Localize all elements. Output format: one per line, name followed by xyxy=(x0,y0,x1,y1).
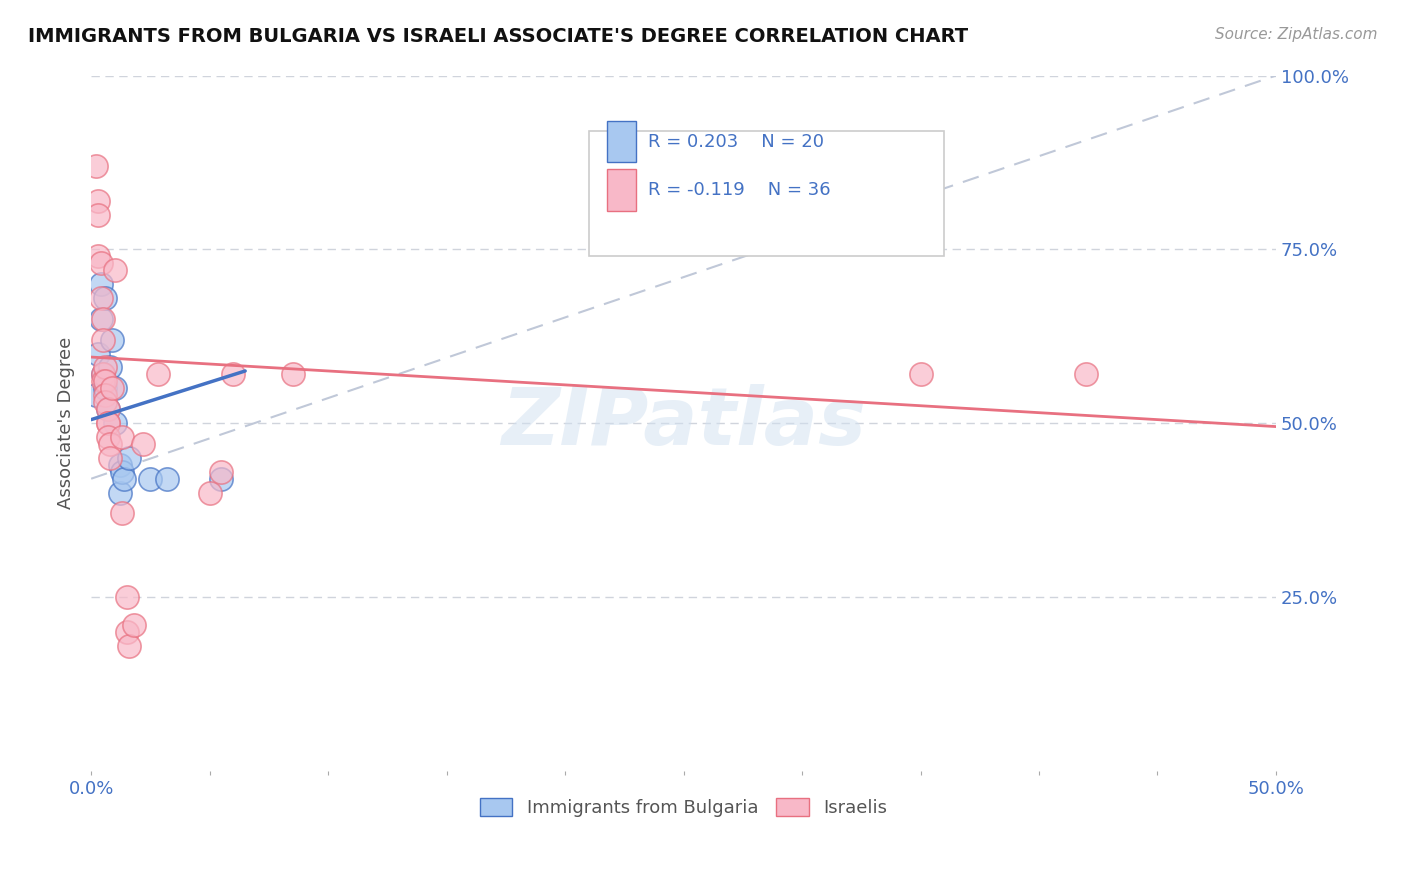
Text: R = 0.203    N = 20: R = 0.203 N = 20 xyxy=(648,133,824,151)
Point xyxy=(84,159,107,173)
Point xyxy=(111,507,134,521)
Point xyxy=(198,485,221,500)
FancyBboxPatch shape xyxy=(606,169,636,211)
Point xyxy=(94,360,117,375)
Point xyxy=(91,368,114,382)
Point xyxy=(112,472,135,486)
Text: Source: ZipAtlas.com: Source: ZipAtlas.com xyxy=(1215,27,1378,42)
Point xyxy=(87,249,110,263)
Point xyxy=(108,458,131,472)
Point xyxy=(98,450,121,465)
Point xyxy=(94,388,117,402)
Point xyxy=(91,311,114,326)
Point xyxy=(111,465,134,479)
Point xyxy=(104,263,127,277)
Point xyxy=(91,375,114,389)
Text: ZIPatlas: ZIPatlas xyxy=(501,384,866,462)
Point xyxy=(97,430,120,444)
Point xyxy=(84,388,107,402)
Point xyxy=(281,368,304,382)
Point xyxy=(87,346,110,360)
Point xyxy=(122,617,145,632)
Point xyxy=(91,368,114,382)
Point xyxy=(91,333,114,347)
Point xyxy=(97,402,120,417)
Point xyxy=(118,639,141,653)
Point xyxy=(132,437,155,451)
Point xyxy=(211,472,233,486)
FancyBboxPatch shape xyxy=(606,120,636,162)
Point xyxy=(222,368,245,382)
Point xyxy=(97,416,120,430)
Point xyxy=(156,472,179,486)
Point xyxy=(98,360,121,375)
Point xyxy=(94,375,117,389)
Point xyxy=(115,590,138,604)
Y-axis label: Associate's Degree: Associate's Degree xyxy=(58,337,75,509)
Point xyxy=(111,430,134,444)
Point xyxy=(115,624,138,639)
Point xyxy=(108,485,131,500)
Point xyxy=(90,256,112,270)
Point xyxy=(90,311,112,326)
Point xyxy=(94,291,117,305)
Point xyxy=(101,333,124,347)
Point xyxy=(101,381,124,395)
Text: IMMIGRANTS FROM BULGARIA VS ISRAELI ASSOCIATE'S DEGREE CORRELATION CHART: IMMIGRANTS FROM BULGARIA VS ISRAELI ASSO… xyxy=(28,27,969,45)
Point xyxy=(211,465,233,479)
Point xyxy=(146,368,169,382)
Point xyxy=(94,381,117,395)
Point xyxy=(1076,368,1098,382)
Point xyxy=(910,368,932,382)
Point xyxy=(90,291,112,305)
Point xyxy=(97,402,120,417)
FancyBboxPatch shape xyxy=(589,131,945,256)
Text: R = -0.119    N = 36: R = -0.119 N = 36 xyxy=(648,181,831,199)
Legend: Immigrants from Bulgaria, Israelis: Immigrants from Bulgaria, Israelis xyxy=(472,790,894,824)
Point xyxy=(118,450,141,465)
Point xyxy=(87,194,110,208)
Point xyxy=(104,416,127,430)
Point xyxy=(98,437,121,451)
Point xyxy=(139,472,162,486)
Point xyxy=(104,381,127,395)
Point xyxy=(97,416,120,430)
Point xyxy=(90,277,112,291)
Point xyxy=(87,208,110,222)
Point xyxy=(94,395,117,409)
